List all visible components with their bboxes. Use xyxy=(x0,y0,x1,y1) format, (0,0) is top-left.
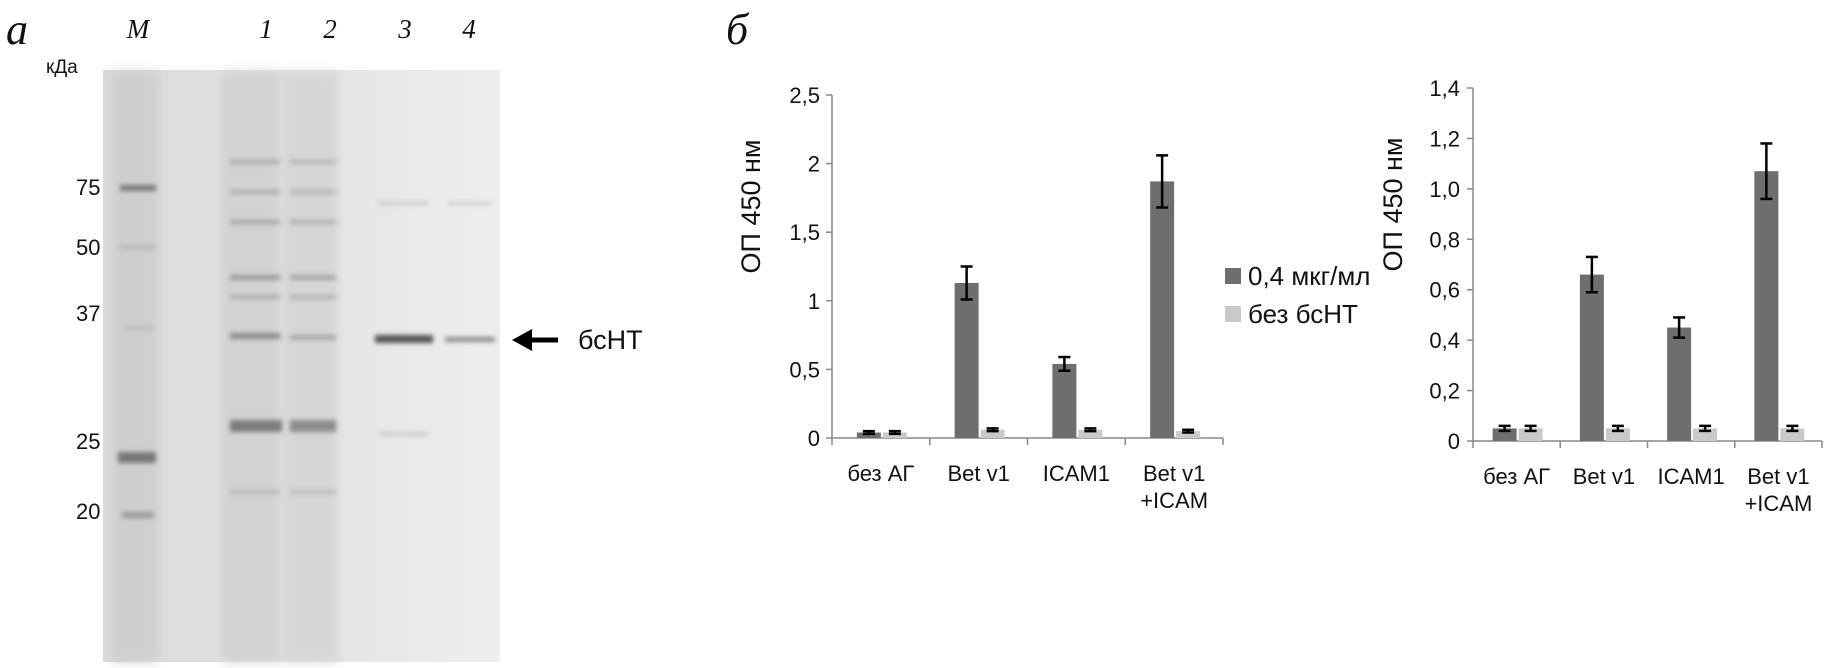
marker-label: 75 xyxy=(76,175,100,200)
y-tick-label: 1,4 xyxy=(1429,76,1460,101)
x-tick-label: Bet v1 xyxy=(947,461,1010,486)
y-tick-label: 1 xyxy=(808,289,820,314)
legend-swatch xyxy=(1225,268,1241,284)
marker-label: 25 xyxy=(76,429,100,454)
error-bar xyxy=(960,265,973,301)
bar xyxy=(1176,431,1201,438)
y-tick-label: 0,6 xyxy=(1429,278,1460,303)
unit-label: кДа xyxy=(46,57,78,78)
legend-label: 0,4 мкг/мл xyxy=(1248,261,1370,291)
bar xyxy=(1078,429,1103,438)
x-tick-label: Bet v1 xyxy=(1572,464,1636,489)
error-bar xyxy=(1058,355,1071,373)
error-bar xyxy=(986,427,999,433)
bar xyxy=(1667,327,1692,441)
marker-label: 20 xyxy=(76,499,100,524)
marker-label: 37 xyxy=(76,301,100,326)
error-bar xyxy=(1673,316,1686,339)
marker-label: 50 xyxy=(76,235,100,260)
band-label: бсНТ xyxy=(578,325,643,355)
bar xyxy=(1052,363,1077,438)
y-tick-label: 1,5 xyxy=(789,220,820,245)
error-bar xyxy=(1585,255,1598,294)
error-bar xyxy=(1760,142,1773,201)
error-bar xyxy=(862,429,875,436)
arrow xyxy=(512,329,558,351)
error-bar xyxy=(1611,424,1624,433)
panel-label: а xyxy=(6,5,28,54)
y-axis-label: ОП 450 нм xyxy=(1378,138,1408,272)
x-tick-label: без АГ xyxy=(847,461,915,486)
y-tick-label: 1,0 xyxy=(1429,177,1460,202)
y-tick-label: 0,2 xyxy=(1429,379,1460,404)
y-tick-label: 0,8 xyxy=(1429,227,1460,252)
bar xyxy=(1579,274,1604,441)
bar xyxy=(1150,181,1175,438)
error-bar xyxy=(1498,424,1511,433)
y-tick-label: 1,2 xyxy=(1429,126,1460,151)
x-tick-label: Bet v1 +ICAM xyxy=(1140,461,1209,513)
x-tick-label: Bet v1 +ICAM xyxy=(1744,464,1813,516)
bar xyxy=(882,432,907,438)
legend-label: без бсНТ xyxy=(1248,299,1358,329)
legend-swatch xyxy=(1225,306,1241,322)
lane-label: 4 xyxy=(462,14,476,44)
lane-label: 1 xyxy=(259,14,273,44)
lane-label: 3 xyxy=(397,14,412,44)
lane-label: 2 xyxy=(323,14,337,44)
gel-image xyxy=(103,70,500,662)
y-tick-label: 0 xyxy=(1448,429,1460,454)
error-bar xyxy=(1156,154,1169,209)
y-tick-label: 0,5 xyxy=(789,357,820,382)
y-tick-label: 0,4 xyxy=(1429,328,1460,353)
bar xyxy=(1754,171,1779,441)
panel-label: б xyxy=(726,5,750,54)
error-bar xyxy=(888,429,901,436)
x-tick-label: без АГ xyxy=(1483,464,1551,489)
bar xyxy=(980,429,1005,438)
y-tick-label: 0 xyxy=(808,426,820,451)
error-bar xyxy=(1182,428,1195,434)
lane-label: M xyxy=(126,14,151,44)
x-tick-label: ICAM1 xyxy=(1657,464,1725,489)
bar xyxy=(954,282,979,438)
bar xyxy=(856,432,881,438)
error-bar xyxy=(1084,427,1097,433)
error-bar xyxy=(1699,424,1712,433)
y-axis-label: ОП 450 нм xyxy=(736,140,766,274)
error-bar xyxy=(1786,424,1799,433)
y-tick-label: 2 xyxy=(808,152,820,177)
error-bar xyxy=(1524,424,1537,433)
x-tick-label: ICAM1 xyxy=(1042,461,1110,486)
y-tick-label: 2,5 xyxy=(789,83,820,108)
